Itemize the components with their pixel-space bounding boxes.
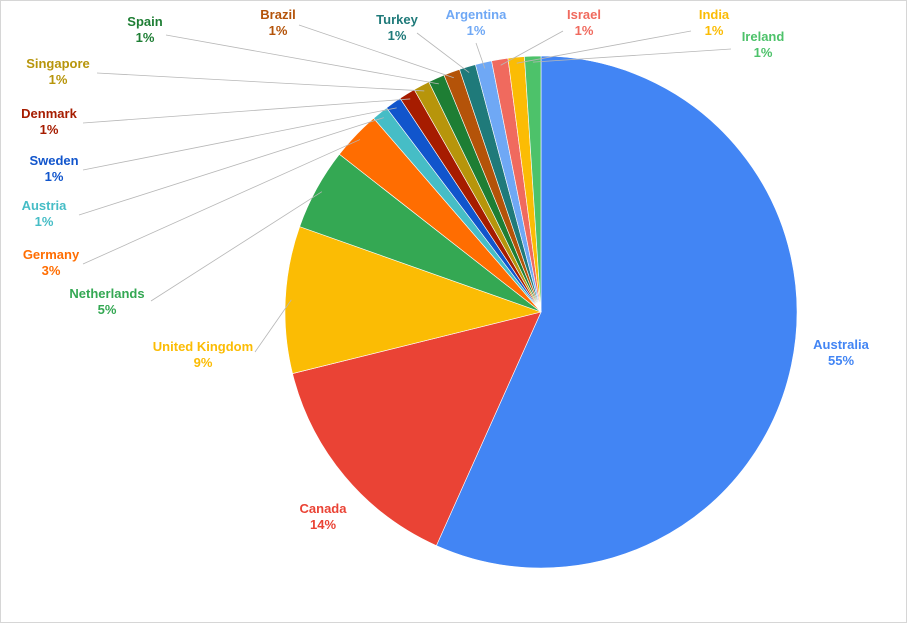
- slice-label-netherlands: Netherlands: [69, 286, 144, 301]
- leader-line-denmark: [82, 98, 411, 124]
- slice-value-ireland: 1%: [754, 45, 773, 60]
- slice-value-austria: 1%: [35, 214, 54, 229]
- leader-line-ireland: [532, 48, 732, 63]
- slice-value-spain: 1%: [136, 30, 155, 45]
- slice-australia: [435, 55, 798, 569]
- leader-lines: [78, 24, 732, 353]
- slice-label-denmark: Denmark: [21, 106, 77, 121]
- leader-line-argentina: [475, 42, 486, 69]
- slice-label-sweden: Sweden: [29, 153, 78, 168]
- slice-value-denmark: 1%: [40, 122, 59, 137]
- slice-label-australia: Australia: [813, 337, 869, 352]
- pie-slices: [284, 55, 798, 569]
- slice-value-israel: 1%: [575, 23, 594, 38]
- slice-united-kingdom: [284, 226, 543, 374]
- leader-line-spain: [165, 34, 439, 85]
- slice-label-turkey: Turkey: [376, 12, 418, 27]
- slice-label-ireland: Ireland: [742, 29, 785, 44]
- leader-line-singapore: [96, 72, 425, 92]
- slice-value-india: 1%: [705, 23, 724, 38]
- leader-line-brazil: [298, 24, 454, 79]
- slice-ireland: [524, 55, 542, 313]
- slice-value-argentina: 1%: [467, 23, 486, 38]
- leader-line-sweden: [82, 107, 397, 171]
- slice-value-australia: 55%: [828, 353, 854, 368]
- leader-line-turkey: [416, 32, 470, 73]
- slice-canada: [292, 311, 542, 547]
- slice-label-austria: Austria: [22, 198, 68, 213]
- leader-line-austria: [78, 117, 384, 216]
- slice-value-netherlands: 5%: [98, 302, 117, 317]
- slice-label-israel: Israel: [567, 7, 601, 22]
- leader-line-israel: [500, 30, 564, 66]
- slice-label-india: India: [699, 7, 730, 22]
- slice-label-germany: Germany: [23, 247, 80, 262]
- leader-line-india: [516, 30, 692, 64]
- slice-value-singapore: 1%: [49, 72, 68, 87]
- slice-label-brazil: Brazil: [260, 7, 295, 22]
- slice-value-brazil: 1%: [269, 23, 288, 38]
- slice-label-united-kingdom: United Kingdom: [153, 339, 253, 354]
- slice-label-singapore: Singapore: [26, 56, 90, 71]
- slice-value-germany: 3%: [42, 263, 61, 278]
- leader-line-united-kingdom: [254, 299, 292, 353]
- slice-value-united-kingdom: 9%: [194, 355, 213, 370]
- slice-label-argentina: Argentina: [446, 7, 507, 22]
- leader-line-netherlands: [150, 191, 323, 302]
- slice-value-sweden: 1%: [45, 169, 64, 184]
- slice-value-canada: 14%: [310, 517, 336, 532]
- slice-value-turkey: 1%: [388, 28, 407, 43]
- slice-label-canada: Canada: [300, 501, 348, 516]
- leader-line-germany: [82, 139, 361, 265]
- slice-label-spain: Spain: [127, 14, 162, 29]
